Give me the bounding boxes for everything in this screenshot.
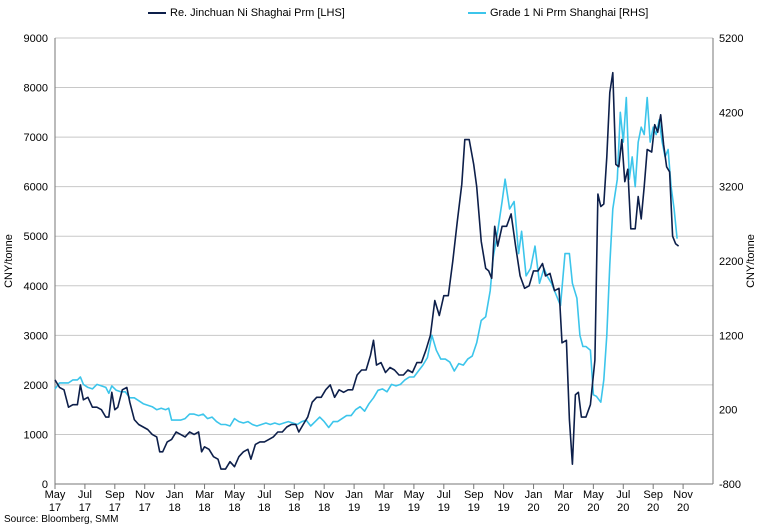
y-axis-label-left: CNY/tonne xyxy=(2,234,15,288)
x-tick-label-year: 18 xyxy=(318,502,330,514)
y-tick-label-left: 2000 xyxy=(24,380,48,392)
y-tick-label-left: 8000 xyxy=(24,83,48,95)
y-tick-label-left: 5000 xyxy=(24,231,48,243)
x-tick-label-month: Nov xyxy=(673,489,693,501)
x-tick-label-year: 19 xyxy=(348,502,360,514)
x-tick-label-year: 20 xyxy=(587,502,599,514)
x-tick-label-month: Jul xyxy=(616,489,630,501)
y-tick-label-left: 1000 xyxy=(24,429,48,441)
y-tick-label-right: 200 xyxy=(719,405,737,417)
x-tick-label-month: Sep xyxy=(284,489,304,501)
x-tick-label-year: 20 xyxy=(647,502,659,514)
x-tick-label-month: Mar xyxy=(554,489,573,501)
source-note: Source: Bloomberg, SMM xyxy=(4,514,119,525)
y-tick-label-right: 1200 xyxy=(719,330,743,342)
y-tick-label-right: 4200 xyxy=(719,107,743,119)
y-tick-label-right: 2200 xyxy=(719,256,743,268)
x-tick-label-year: 18 xyxy=(169,502,181,514)
x-tick-label-month: Jul xyxy=(78,489,92,501)
legend-item-rhs: Grade 1 Ni Prm Shanghai [RHS] xyxy=(468,7,648,19)
x-tick-label-month: Mar xyxy=(375,489,394,501)
x-tick-label-month: Sep xyxy=(464,489,484,501)
x-tick-label-year: 18 xyxy=(258,502,270,514)
x-tick-label-month: May xyxy=(583,489,604,501)
x-tick-label-year: 19 xyxy=(468,502,480,514)
legend-label-lhs: Re. Jinchuan Ni Shaghai Prm [LHS] xyxy=(170,7,345,19)
x-tick-label-month: Jan xyxy=(166,489,184,501)
x-tick-label-year: 19 xyxy=(378,502,390,514)
legend-swatch-lhs xyxy=(148,12,166,15)
y-tick-label-left: 4000 xyxy=(24,281,48,293)
x-tick-label-year: 19 xyxy=(438,502,450,514)
x-tick-label-year: 17 xyxy=(139,502,151,514)
x-tick-label-year: 20 xyxy=(527,502,539,514)
x-tick-label-year: 20 xyxy=(557,502,569,514)
y-axis-label-right: CNY/tonne xyxy=(744,234,757,288)
series-line-rhs xyxy=(54,96,678,429)
y-tick-label-right: 3200 xyxy=(719,182,743,194)
x-tick-label-month: Nov xyxy=(494,489,514,501)
x-tick-label-month: Sep xyxy=(105,489,125,501)
x-tick-label-year: 17 xyxy=(109,502,121,514)
x-tick-label-year: 18 xyxy=(198,502,210,514)
legend-swatch-rhs xyxy=(468,12,486,15)
y-tick-label-left: 0 xyxy=(42,479,48,491)
y-tick-label-left: 6000 xyxy=(24,182,48,194)
x-tick-label-month: Jan xyxy=(345,489,363,501)
y-tick-label-left: 7000 xyxy=(24,132,48,144)
x-tick-label-year: 20 xyxy=(617,502,629,514)
y-tick-label-right: -800 xyxy=(719,479,741,491)
x-tick-label-month: May xyxy=(404,489,425,501)
x-tick-label-month: Jul xyxy=(437,489,451,501)
x-tick-label-year: 17 xyxy=(79,502,91,514)
x-tick-label-month: May xyxy=(224,489,245,501)
y-tick-label-right: 5200 xyxy=(719,33,743,45)
x-tick-label-month: Jan xyxy=(525,489,543,501)
x-tick-label-year: 20 xyxy=(677,502,689,514)
x-tick-label-month: Nov xyxy=(314,489,334,501)
y-tick-label-left: 3000 xyxy=(24,330,48,342)
x-tick-label-month: May xyxy=(45,489,66,501)
legend-label-rhs: Grade 1 Ni Prm Shanghai [RHS] xyxy=(490,7,649,19)
x-tick-label-month: Jul xyxy=(257,489,271,501)
x-tick-label-year: 17 xyxy=(49,502,61,514)
x-tick-label-month: Mar xyxy=(195,489,214,501)
x-tick-label-month: Sep xyxy=(643,489,663,501)
x-tick-label-month: Nov xyxy=(135,489,155,501)
x-tick-label-year: 18 xyxy=(228,502,240,514)
legend-item-lhs: Re. Jinchuan Ni Shaghai Prm [LHS] xyxy=(148,7,345,19)
series-line-lhs xyxy=(54,71,680,470)
x-tick-label-year: 19 xyxy=(498,502,510,514)
x-tick-label-year: 18 xyxy=(288,502,300,514)
x-tick-label-year: 19 xyxy=(408,502,420,514)
y-tick-label-left: 9000 xyxy=(24,33,48,45)
